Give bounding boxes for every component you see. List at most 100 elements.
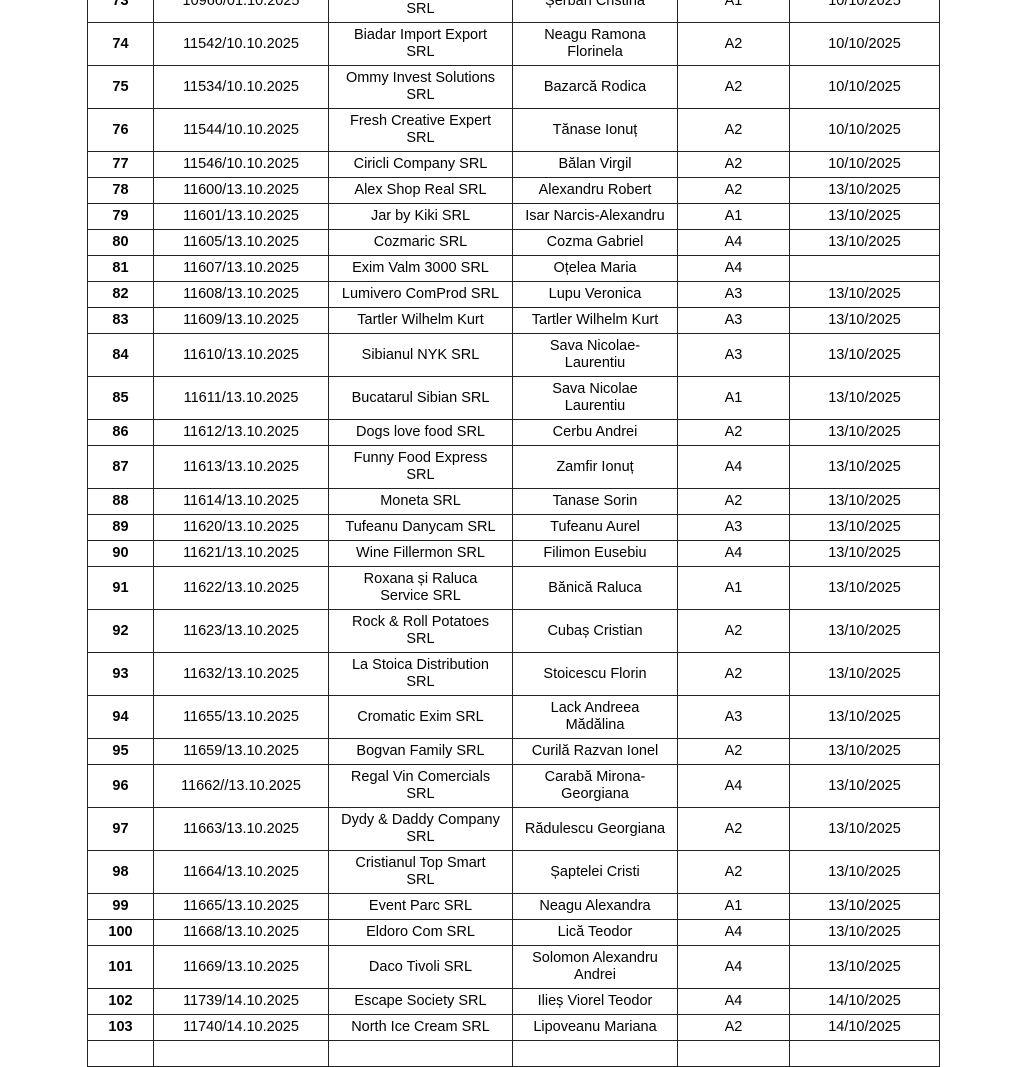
person-name-cell: Rădulescu Georgiana — [512, 807, 678, 851]
document-number-cell: 11623/13.10.2025 — [153, 609, 329, 653]
category-cell: A2 — [677, 177, 790, 204]
date-cell: 13/10/2025 — [789, 695, 940, 739]
row-number-cell: 95 — [87, 738, 154, 765]
date-cell: 13/10/2025 — [789, 488, 940, 515]
table-row: 94 11655/13.10.2025 Cromatic Exim SRL Lack … — [87, 695, 940, 739]
date-cell: 10/10/2025 — [789, 108, 940, 152]
table-row: 88 11614/13.10.2025 Moneta SRL Tanase Sorin… — [87, 488, 940, 515]
table-row: 80 11605/13.10.2025 Cozmaric SRL Cozma Gabr… — [87, 229, 940, 256]
row-number-cell: 91 — [87, 566, 154, 610]
row-number-cell: 90 — [87, 540, 154, 567]
category-cell: A2 — [677, 151, 790, 178]
person-name-cell: Tufeanu Aurel — [512, 514, 678, 541]
company-name-cell: Cozmaric SRL — [328, 229, 513, 256]
company-name-cell: Ommy Invest Solutions SRL — [328, 65, 513, 109]
category-cell: A2 — [677, 807, 790, 851]
person-name-cell: Tănase Ionuț — [512, 108, 678, 152]
document-number-cell: 11613/13.10.2025 — [153, 445, 329, 489]
document-number-cell: 11740/14.10.2025 — [153, 1014, 329, 1041]
date-cell: 10/10/2025 — [789, 22, 940, 66]
category-cell: A3 — [677, 333, 790, 377]
person-name-cell: Oțelea Maria — [512, 255, 678, 282]
category-cell: A4 — [677, 764, 790, 808]
company-name-cell: Sibianul NYK SRL — [328, 333, 513, 377]
row-number-cell: 88 — [87, 488, 154, 515]
company-name-cell: Eldoro Com SRL — [328, 919, 513, 946]
document-number-cell: 11621/13.10.2025 — [153, 540, 329, 567]
person-name-cell: Stoicescu Florin — [512, 652, 678, 696]
category-cell: A3 — [677, 514, 790, 541]
table-row: 103 11740/14.10.2025 North Ice Cream SRL Li… — [87, 1014, 940, 1041]
date-cell: 13/10/2025 — [789, 566, 940, 610]
person-name-cell: Filimon Eusebiu — [512, 540, 678, 567]
company-name-cell: Dydy & Daddy Company SRL — [328, 807, 513, 851]
date-cell: 13/10/2025 — [789, 281, 940, 308]
person-name-cell: Tanase Sorin — [512, 488, 678, 515]
row-number-cell: 79 — [87, 203, 154, 230]
person-name-cell: Sava Nicolae Laurentiu — [512, 376, 678, 420]
table-row: 75 11534/10.10.2025 Ommy Invest Solutions … — [87, 65, 940, 109]
person-name-cell: Lack Andreea Mădălina — [512, 695, 678, 739]
category-cell: A2 — [677, 609, 790, 653]
table-row: 90 11621/13.10.2025 Wine Fillermon SRL Fili… — [87, 540, 940, 567]
date-cell: 13/10/2025 — [789, 850, 940, 894]
table-row: 92 11623/13.10.2025 Rock & Roll Potatoes S… — [87, 609, 940, 653]
table-row: 86 11612/13.10.2025 Dogs love food SRL Cerb… — [87, 419, 940, 446]
document-number-cell: 11664/13.10.2025 — [153, 850, 329, 894]
document-number-cell: 11607/13.10.2025 — [153, 255, 329, 282]
company-name-cell: Bogvan Family SRL — [328, 738, 513, 765]
company-name-cell: Tartler Wilhelm Kurt — [328, 307, 513, 334]
table-row: 95 11659/13.10.2025 Bogvan Family SRL Curil… — [87, 738, 940, 765]
row-number-cell: 86 — [87, 419, 154, 446]
company-name-cell: Funny Food Express SRL — [328, 445, 513, 489]
person-name-cell: Șerban Cristina — [512, 0, 678, 23]
table-row: 81 11607/13.10.2025 Exim Valm 3000 SRL Oțel… — [87, 255, 940, 282]
row-number-cell: 99 — [87, 893, 154, 920]
date-cell: 13/10/2025 — [789, 807, 940, 851]
company-name-cell: Daco Tivoli SRL — [328, 945, 513, 989]
document-number-cell: 11622/13.10.2025 — [153, 566, 329, 610]
person-name-cell: Cozma Gabriel — [512, 229, 678, 256]
date-cell: 13/10/2025 — [789, 307, 940, 334]
row-number-cell: 82 — [87, 281, 154, 308]
row-number-cell: 100 — [87, 919, 154, 946]
document-number-cell — [153, 1040, 329, 1067]
person-name-cell: Lipoveanu Mariana — [512, 1014, 678, 1041]
company-name-cell: Biadar Import Export SRL — [328, 22, 513, 66]
date-cell — [789, 255, 940, 282]
company-name-cell: Moneta SRL — [328, 488, 513, 515]
category-cell: A1 — [677, 203, 790, 230]
date-cell: 14/10/2025 — [789, 1014, 940, 1041]
company-name-cell: North Ice Cream SRL — [328, 1014, 513, 1041]
category-cell: A1 — [677, 893, 790, 920]
company-name-cell: Bucatarul Sibian SRL — [328, 376, 513, 420]
category-cell: A2 — [677, 652, 790, 696]
document-number-cell: 11620/13.10.2025 — [153, 514, 329, 541]
table-row: 91 11622/13.10.2025 Roxana și Raluca Servi… — [87, 566, 940, 610]
table-row: 73 10966/01.10.2025 SRL Șerban Cristina A1 1… — [87, 0, 940, 23]
date-cell: 14/10/2025 — [789, 988, 940, 1015]
person-name-cell: Bălan Virgil — [512, 151, 678, 178]
company-name-cell: Roxana și Raluca Service SRL — [328, 566, 513, 610]
document-number-cell: 11611/13.10.2025 — [153, 376, 329, 420]
person-name-cell: Neagu Ramona Florinela — [512, 22, 678, 66]
document-number-cell: 11655/13.10.2025 — [153, 695, 329, 739]
category-cell: A2 — [677, 1014, 790, 1041]
row-number-cell: 85 — [87, 376, 154, 420]
row-number-cell: 73 — [87, 0, 154, 23]
date-cell: 10/10/2025 — [789, 65, 940, 109]
document-number-cell: 11546/10.10.2025 — [153, 151, 329, 178]
date-cell: 13/10/2025 — [789, 540, 940, 567]
date-cell: 13/10/2025 — [789, 203, 940, 230]
row-number-cell: 75 — [87, 65, 154, 109]
category-cell — [677, 1040, 790, 1067]
company-name-cell — [328, 1040, 513, 1067]
document-number-cell: 11632/13.10.2025 — [153, 652, 329, 696]
document-number-cell: 11662//13.10.2025 — [153, 764, 329, 808]
category-cell: A4 — [677, 919, 790, 946]
category-cell: A2 — [677, 850, 790, 894]
document-number-cell: 11601/13.10.2025 — [153, 203, 329, 230]
document-number-cell: 11544/10.10.2025 — [153, 108, 329, 152]
table-row: 76 11544/10.10.2025 Fresh Creative Expert … — [87, 108, 940, 152]
table-body: 73 10966/01.10.2025 SRL Șerban Cristina A1 1… — [87, 0, 940, 1067]
